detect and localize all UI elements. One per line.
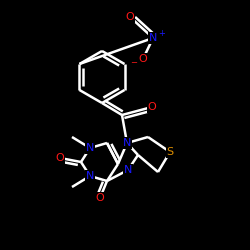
Text: N: N: [123, 138, 131, 148]
Text: O: O: [96, 193, 104, 203]
Text: N: N: [149, 33, 157, 43]
Text: O: O: [138, 54, 147, 64]
Text: N: N: [86, 171, 94, 181]
Text: N: N: [124, 165, 132, 175]
Text: S: S: [166, 147, 173, 157]
Text: +: +: [158, 28, 166, 38]
Text: −: −: [130, 58, 138, 68]
Text: N: N: [86, 143, 94, 153]
Text: O: O: [56, 153, 64, 163]
Text: O: O: [126, 12, 134, 22]
Text: O: O: [148, 102, 156, 112]
